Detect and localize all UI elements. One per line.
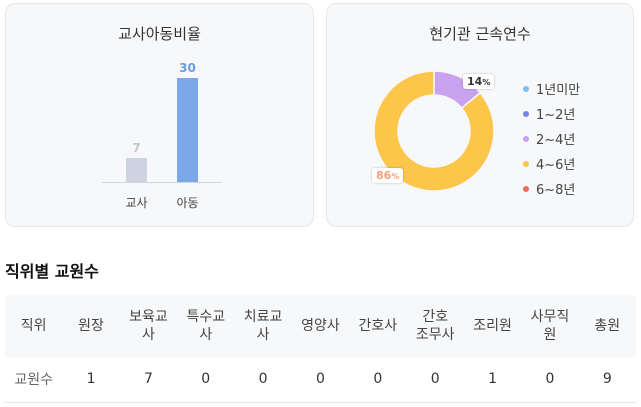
tenure-legend: 1년미만 1~2년 2~4년 4~6년 6~8년 (523, 76, 580, 201)
bar-category-label: 교사 (125, 196, 148, 210)
legend-label: 1~2년 (536, 108, 576, 123)
column-header: 총원 (594, 318, 621, 334)
table-cell: 1 (86, 371, 96, 388)
legend-dot-icon (523, 185, 529, 192)
legend-label: 6~8년 (536, 183, 576, 198)
table-cell: 0 (430, 371, 440, 388)
teacher-child-bar-chart: 7 교사 30 아동 (6, 4, 315, 228)
bar-category-label: 아동 (176, 196, 199, 210)
table-cell: 1 (488, 371, 498, 388)
legend-label: 4~6년 (536, 158, 576, 173)
column-header: 간호 조무사 (415, 309, 455, 343)
bar-value-label: 7 (132, 140, 141, 155)
table-cell: 7 (143, 371, 153, 388)
table-cell: 0 (545, 371, 555, 388)
column-header: 간호사 (358, 318, 398, 334)
column-header: 영양사 (301, 318, 340, 334)
legend-dot-icon (523, 135, 529, 142)
staff-table: 직위 원장 보육교 사 특수교 사 치료교 사 영양사 간호사 간호 조무사 조리원 사무직 원 총원 교원수… (5, 295, 636, 403)
tenure-card: 현기관 근속연수 14% 86% 1년미만 1~2년 2~4년 4~6년 6~8년 (326, 3, 634, 227)
column-header: 원장 (78, 318, 104, 334)
legend-item: 4~6년 (523, 151, 580, 176)
bar-1 (177, 78, 198, 182)
legend-label: 1년미만 (536, 83, 581, 98)
teacher-child-ratio-title: 교사아동비율 (118, 25, 201, 43)
legend-dot-icon (523, 160, 529, 167)
column-header: 치료교 사 (243, 309, 283, 343)
table-cell: 9 (602, 371, 612, 388)
bar-baseline (102, 182, 222, 183)
tenure-donut-chart (373, 70, 495, 192)
table-row: 교원수 1 7 0 0 0 0 0 1 0 9 (5, 357, 636, 402)
column-header: 보육교 사 (129, 309, 168, 343)
table-cell: 0 (258, 371, 268, 388)
legend-dot-icon (523, 85, 529, 92)
bar-0 (126, 157, 147, 182)
staff-table-title: 직위별 교원수 (5, 262, 99, 281)
legend-label: 2~4년 (536, 133, 576, 148)
legend-item: 6~8년 (523, 176, 580, 201)
table-cell: 0 (201, 371, 211, 388)
legend-item: 1~2년 (523, 101, 580, 126)
legend-dot-icon (523, 110, 529, 117)
column-header: 직위 (20, 318, 47, 334)
legend-item: 2~4년 (523, 126, 580, 151)
donut-slice-3 (373, 70, 495, 192)
tenure-title: 현기관 근속연수 (429, 25, 531, 43)
table-cell: 0 (373, 371, 383, 388)
donut-label-2-4: 14% (463, 74, 495, 89)
column-header: 조리원 (473, 318, 512, 334)
legend-item: 1년미만 (523, 76, 580, 101)
bar-value-label: 30 (179, 61, 196, 75)
donut-label-4-6: 86% (372, 168, 404, 183)
teacher-child-ratio-card: 교사아동비율 7 교사 30 아동 (5, 3, 314, 227)
column-header: 특수교 사 (186, 309, 226, 343)
column-header: 사무직 원 (530, 309, 570, 343)
row-header: 교원수 (14, 372, 53, 389)
table-header-row: 직위 원장 보육교 사 특수교 사 치료교 사 영양사 간호사 간호 조무사 조리원 사무직 원 총원 (5, 295, 636, 357)
table-cell: 0 (316, 371, 325, 388)
